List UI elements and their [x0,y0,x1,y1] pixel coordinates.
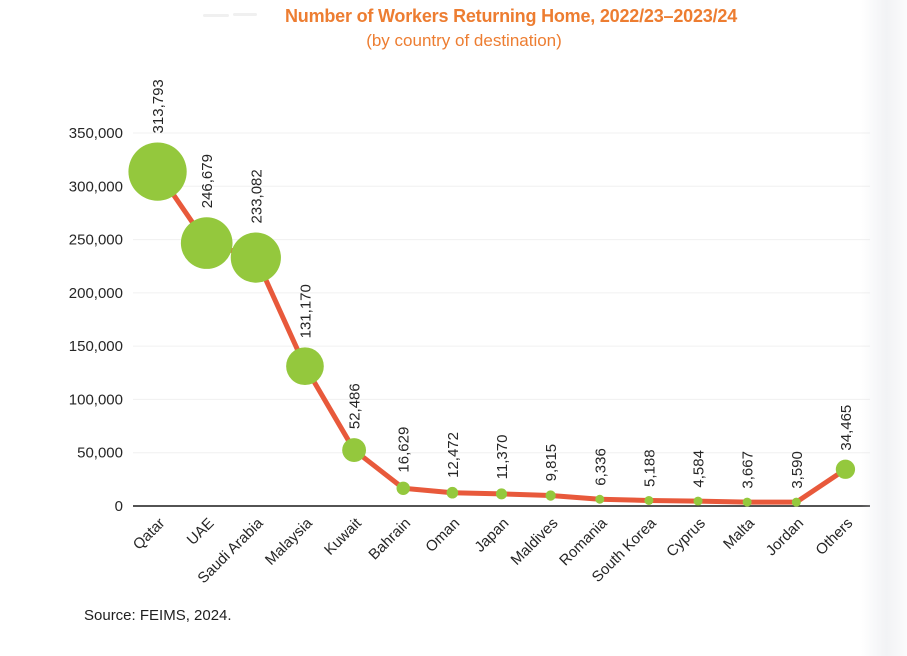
scan-artifact [203,14,229,17]
x-axis-label: Bahrain [365,515,414,564]
data-label: 11,370 [494,435,511,480]
data-label: 3,590 [789,451,806,489]
data-point-malaysia [286,347,324,386]
data-label: 52,486 [347,383,364,429]
y-axis-tick-label: 250,000 [69,232,123,249]
data-label: 3,667 [740,451,757,489]
x-axis-label: Jordan [763,515,807,559]
data-label: 5,188 [641,449,658,487]
data-point-qatar [128,142,187,201]
y-axis-tick-label: 350,000 [69,125,123,142]
data-label: 313,793 [150,79,167,133]
y-axis-tick-label: 200,000 [69,285,123,302]
data-point-japan [495,488,508,500]
data-label: 233,082 [248,169,265,223]
y-axis-tick-label: 100,000 [69,391,123,408]
data-label: 9,815 [543,444,560,482]
data-label: 6,336 [592,448,609,486]
data-label: 131,170 [297,284,314,338]
x-axis-label: Oman [422,515,463,556]
data-label: 34,465 [838,405,855,451]
data-point-maldives [545,490,556,501]
y-axis-tick-label: 50,000 [77,445,123,462]
data-point-uae [180,217,233,269]
x-axis-label: Qatar [130,515,169,554]
x-axis-label: Malaysia [262,514,316,568]
source-note: Source: FEIMS, 2024. [84,607,232,624]
data-point-oman [446,486,459,499]
data-label: 246,679 [199,154,216,208]
y-axis-tick-label: 300,000 [69,178,123,195]
data-point-malta [742,497,752,507]
chart-title: Number of Workers Returning Home, 2022/2… [284,6,738,26]
data-point-saudi-arabia [230,232,281,283]
x-axis-label: Maldives [508,515,562,569]
data-point-kuwait [342,438,367,462]
scan-artifact [233,13,257,16]
y-axis-tick-label: 150,000 [69,338,123,355]
data-label: 16,629 [396,427,413,473]
data-label: 4,584 [691,450,708,488]
data-label: 12,472 [445,432,462,478]
x-axis-label: Cyprus [663,515,709,561]
x-axis-label: Japan [471,515,512,556]
x-axis-label: Kuwait [321,514,365,558]
x-axis-label: UAE [184,515,218,549]
y-axis-tick-label: 0 [115,498,123,515]
x-axis-label: Others [812,515,856,559]
data-point-others [835,459,856,479]
data-point-bahrain [396,481,410,495]
data-point-jordan [791,497,801,507]
x-axis-label: Malta [720,514,758,552]
data-point-cyprus [693,496,703,506]
data-point-romania [595,494,605,504]
chart-subtitle: (by country of destination) [366,31,562,50]
line-bubble-chart: 0 50,000 100,000 150,000 200,000 250,000 300,0… [69,79,870,587]
data-point-south-korea [644,495,654,505]
